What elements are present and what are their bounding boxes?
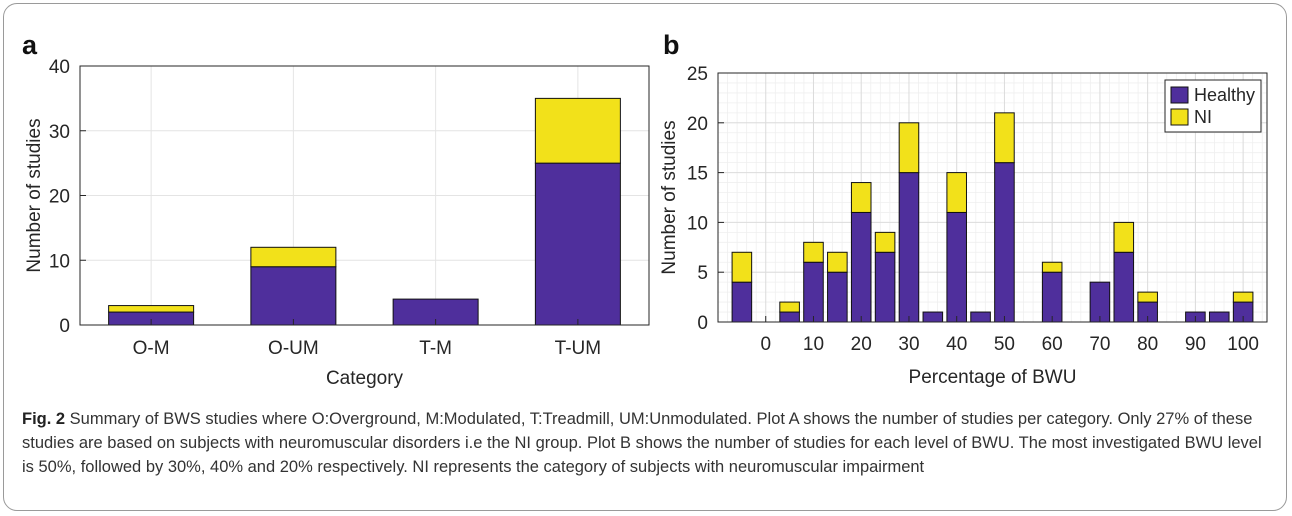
x-tick-label: 40: [946, 334, 967, 355]
bar-bwu--5-ni: [731, 251, 753, 283]
panel-a-label: a: [22, 30, 38, 60]
figure-caption: Fig. 2 Summary of BWS studies where O:Ov…: [22, 407, 1272, 479]
y-axis-label: Number of studies: [659, 120, 680, 274]
chart-b: 0 5 10 15 20 25 0 10 20 30 40 50 60 70 80 90 100 Percenta…: [659, 64, 1268, 388]
figure-charts: a b 0 10 20 30 40 O-M O-UM T-M T-UM Category Numbe…: [22, 30, 1268, 389]
bar-bwu-80-ni: [1137, 291, 1158, 303]
y-tick-label: 20: [49, 187, 70, 208]
bar-bwu-75-healthy: [1113, 251, 1135, 323]
bar-bwu-75-ni: [1113, 221, 1135, 253]
bar-bwu-40-healthy: [946, 211, 967, 323]
y-tick-label: 15: [687, 164, 708, 185]
bar-bwu-5-ni: [779, 301, 800, 313]
bar-o-um-ni: [250, 246, 337, 268]
bar-bwu-5-healthy: [779, 311, 800, 323]
bar-o-m-ni: [108, 305, 195, 313]
x-tick-label: T-UM: [555, 338, 601, 359]
y-tick-label: 10: [49, 251, 70, 272]
caption-text: Summary of BWS studies where O:Overgroun…: [22, 410, 1262, 476]
chart-a: 0 10 20 30 40 O-M O-UM T-M T-UM Category Number of…: [24, 57, 650, 389]
bar-t-um-healthy: [534, 162, 621, 326]
x-tick-label: 50: [994, 334, 1015, 355]
x-tick-label: O-UM: [268, 338, 319, 359]
bar-bwu-25-ni: [874, 231, 896, 253]
legend-label-healthy: Healthy: [1194, 85, 1255, 105]
y-tick-label: 30: [49, 122, 70, 143]
bar-bwu-50-healthy: [994, 162, 1015, 323]
legend-label-ni: NI: [1194, 107, 1212, 127]
legend-swatch-healthy: [1170, 86, 1189, 104]
bar-bwu-35-healthy: [922, 311, 944, 323]
x-tick-label: 30: [898, 334, 919, 355]
bar-bwu--5-healthy: [731, 281, 753, 323]
bar-bwu-30-healthy: [898, 172, 920, 323]
y-axis-label: Number of studies: [24, 118, 45, 272]
x-tick-label: 70: [1089, 334, 1110, 355]
bar-bwu-25-healthy: [874, 251, 896, 323]
y-tick-label: 0: [59, 316, 70, 337]
bar-bwu-45-healthy: [970, 311, 991, 323]
bar-bwu-10-healthy: [803, 261, 824, 323]
y-tick-label: 0: [697, 313, 708, 334]
axes-frame-b: [717, 72, 1268, 323]
bar-o-um-healthy: [250, 266, 337, 326]
x-axis-label: Category: [326, 368, 404, 389]
x-tick-label: 0: [760, 334, 771, 355]
x-axis-label: Percentage of BWU: [909, 367, 1077, 388]
caption-label: Fig. 2: [22, 410, 66, 428]
bar-bwu-95-healthy: [1208, 311, 1230, 323]
x-tick-label: 90: [1185, 334, 1206, 355]
x-tick-label: 20: [851, 334, 872, 355]
bar-bwu-20-ni: [850, 182, 872, 213]
bar-t-um-ni: [534, 97, 621, 164]
legend-swatch-ni: [1170, 108, 1189, 126]
y-tick-label: 10: [687, 213, 708, 234]
bar-bwu-20-healthy: [850, 211, 872, 323]
y-tick-label: 20: [687, 114, 708, 135]
x-tick-label: T-M: [419, 338, 452, 359]
bar-bwu-60-ni: [1041, 261, 1063, 273]
bar-bwu-60-healthy: [1041, 271, 1063, 323]
x-tick-label: O-M: [133, 338, 170, 359]
bar-bwu-40-ni: [946, 172, 967, 213]
bar-bwu-100-ni: [1232, 291, 1254, 303]
bar-bwu-15-healthy: [827, 271, 848, 323]
y-tick-label: 25: [687, 64, 708, 85]
x-tick-label: 60: [1042, 334, 1063, 355]
panel-b-label: b: [663, 30, 680, 60]
x-tick-label: 80: [1137, 334, 1158, 355]
y-tick-label: 40: [49, 57, 70, 78]
bar-bwu-15-ni: [827, 251, 848, 273]
bar-bwu-10-ni: [803, 241, 824, 263]
bar-bwu-50-ni: [994, 112, 1015, 164]
bar-bwu-30-ni: [898, 122, 920, 174]
x-tick-label: 100: [1227, 334, 1259, 355]
y-tick-label: 5: [697, 263, 708, 284]
x-tick-label: 10: [803, 334, 824, 355]
